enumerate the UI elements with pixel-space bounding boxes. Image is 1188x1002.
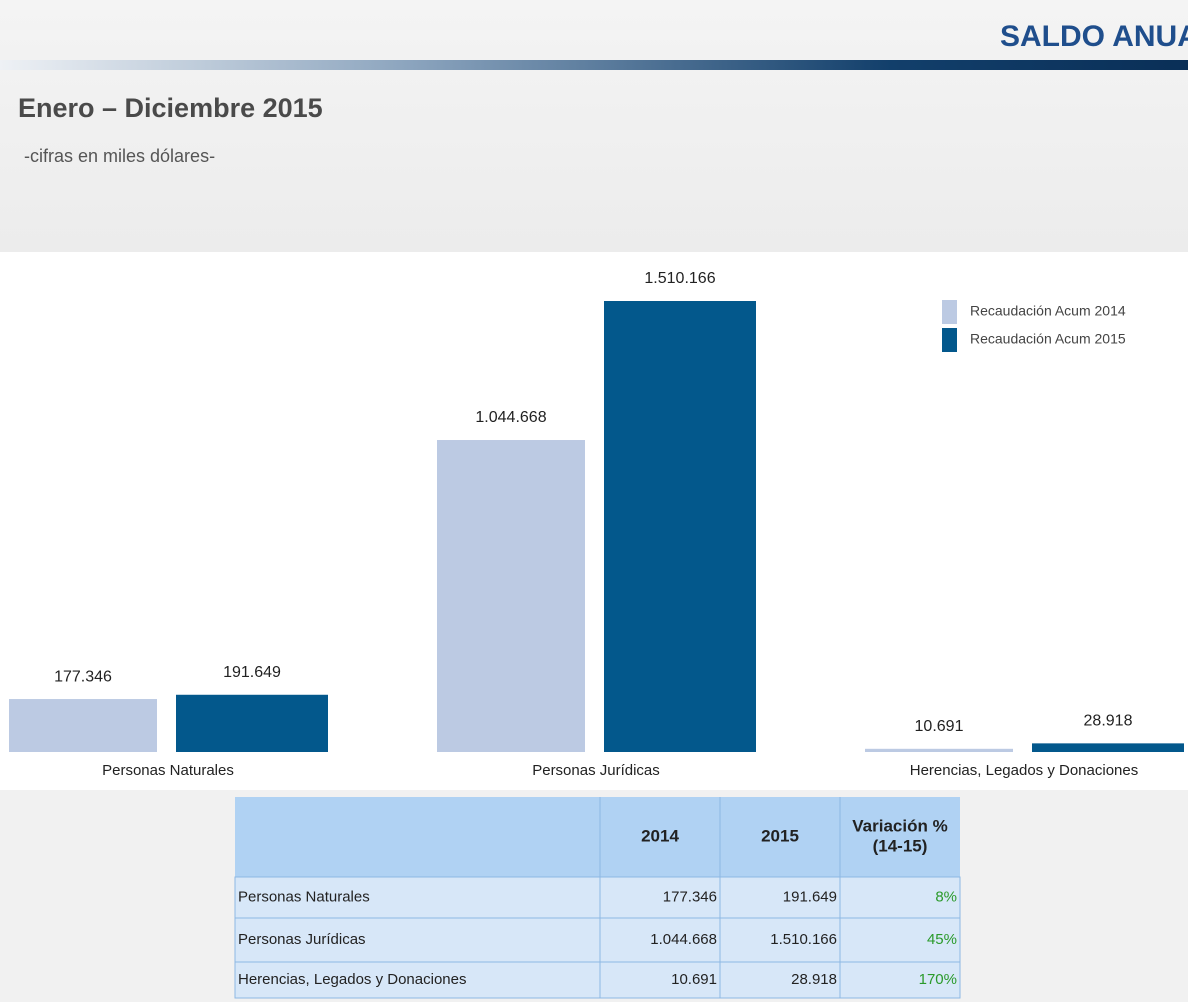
data-label: 1.510.166 xyxy=(644,270,715,287)
data-label: 191.649 xyxy=(223,664,281,681)
table-row xyxy=(234,961,961,999)
number-cell: 1.510.166 xyxy=(770,931,837,948)
row-label: Personas Naturales xyxy=(238,888,370,905)
title: Enero – Diciembre 2015 xyxy=(18,93,323,123)
legend-swatch xyxy=(942,328,957,352)
number-cell: 177.346 xyxy=(663,888,717,905)
x-tick-label: Personas Jurídicas xyxy=(532,762,660,779)
column-header: Variación % xyxy=(852,816,947,835)
bar xyxy=(176,694,328,752)
legend-swatch xyxy=(942,300,957,324)
data-label: 177.346 xyxy=(54,668,112,685)
header-background xyxy=(0,0,1188,252)
row-label: Herencias, Legados y Donaciones xyxy=(238,971,466,988)
data-label: 28.918 xyxy=(1084,713,1133,730)
bar xyxy=(604,301,756,752)
bar xyxy=(1032,743,1184,752)
number-cell: 1.044.668 xyxy=(650,931,717,948)
chart: Personas Naturales 177.346 191.649 Personas… xyxy=(9,270,1184,779)
table-row xyxy=(234,917,961,963)
column-header: (14-15) xyxy=(873,836,928,855)
table-header-background xyxy=(235,797,960,877)
header-bar xyxy=(0,60,1188,70)
row-label: Personas Jurídicas xyxy=(238,931,366,948)
bar xyxy=(437,440,585,752)
bar xyxy=(9,699,157,752)
number-cell: 191.649 xyxy=(783,888,837,905)
number-cell: 10.691 xyxy=(671,971,717,988)
data-label: 10.691 xyxy=(915,718,964,735)
column-header: 2014 xyxy=(641,826,679,845)
variation-cell: 8% xyxy=(935,888,957,905)
subtitle: -cifras en miles dólares- xyxy=(24,146,215,166)
header-title: SALDO ANUAL xyxy=(1000,20,1188,53)
data-label: 1.044.668 xyxy=(475,409,546,426)
column-header: 2015 xyxy=(761,826,799,845)
x-tick-label: Personas Naturales xyxy=(102,762,234,779)
legend-label: Recaudación Acum 2015 xyxy=(970,331,1126,347)
number-cell: 28.918 xyxy=(791,971,837,988)
x-tick-label: Herencias, Legados y Donaciones xyxy=(910,762,1138,779)
variation-cell: 45% xyxy=(927,931,957,948)
bar xyxy=(865,748,1013,752)
variation-cell: 170% xyxy=(919,971,957,988)
table: 2014 2015 Variación %(14-15) Personas Natur… xyxy=(234,797,961,999)
legend-label: Recaudación Acum 2014 xyxy=(970,303,1126,319)
